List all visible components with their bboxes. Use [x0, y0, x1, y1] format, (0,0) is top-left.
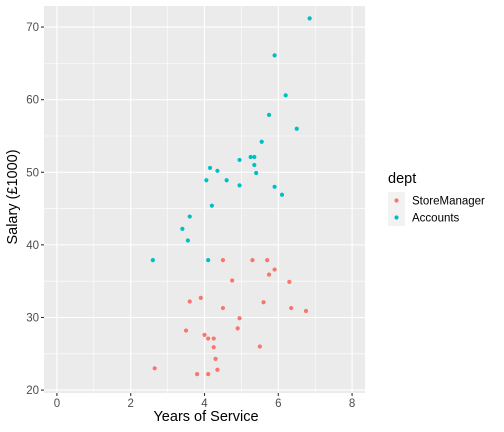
y-axis-title: Salary (£1000) [5, 149, 21, 244]
y-tick-label: 30 [26, 312, 39, 324]
point-accounts [207, 165, 213, 171]
point-storemanager [287, 279, 292, 285]
point-accounts [224, 178, 229, 183]
point-accounts [252, 162, 257, 168]
data-points [150, 16, 312, 377]
point-storemanager [220, 305, 226, 311]
legend: dept StoreManager Accounts [388, 171, 485, 226]
point-storemanager [213, 356, 218, 361]
point-accounts [237, 157, 242, 163]
legend-label-accounts: Accounts [412, 213, 460, 225]
point-accounts [283, 93, 288, 98]
y-tick-label: 20 [26, 385, 39, 397]
y-tick-label: 40 [26, 240, 39, 252]
point-storemanager [152, 366, 157, 371]
point-storemanager [206, 372, 211, 377]
point-accounts [254, 170, 259, 176]
legend-dot-storemanager [394, 198, 399, 203]
x-axis-title: Years of Service [153, 409, 258, 425]
point-storemanager [272, 267, 277, 272]
point-accounts [294, 126, 299, 131]
legend-dot-accounts [394, 215, 399, 220]
point-accounts [266, 112, 272, 118]
x-tick-label: 6 [275, 398, 281, 410]
point-accounts [259, 139, 264, 144]
point-storemanager [230, 278, 235, 283]
y-tick-label: 70 [26, 22, 39, 34]
y-tick-label: 50 [26, 167, 39, 179]
point-storemanager [220, 258, 226, 263]
point-storemanager [187, 299, 192, 304]
point-storemanager [211, 345, 216, 350]
x-tick-label: 4 [201, 398, 208, 410]
point-accounts [209, 203, 214, 208]
point-storemanager [183, 328, 189, 333]
point-accounts [187, 214, 192, 219]
point-accounts [252, 154, 257, 160]
point-accounts [248, 154, 253, 160]
point-accounts [150, 258, 155, 263]
y-tick-label: 60 [26, 95, 39, 107]
point-accounts [272, 184, 277, 189]
point-storemanager [266, 272, 272, 277]
point-storemanager [250, 258, 255, 263]
x-axis-ticks: 0 2 4 6 8 [54, 393, 355, 410]
x-tick-label: 8 [349, 398, 355, 410]
x-tick-label: 0 [54, 398, 60, 410]
point-storemanager [235, 326, 240, 331]
major-gridlines [44, 6, 365, 393]
point-accounts [206, 258, 211, 263]
point-accounts [180, 226, 185, 232]
point-storemanager [198, 295, 203, 300]
y-axis-ticks: 20 30 40 50 60 70 [26, 22, 44, 397]
point-storemanager [261, 300, 266, 305]
point-storemanager [257, 344, 262, 349]
point-accounts [215, 168, 220, 173]
point-storemanager [265, 258, 270, 263]
point-accounts [307, 16, 312, 21]
point-storemanager [206, 336, 211, 341]
point-accounts [237, 183, 242, 188]
point-storemanager [303, 308, 309, 314]
point-storemanager [195, 372, 200, 377]
point-storemanager [211, 336, 216, 341]
point-storemanager [215, 367, 220, 372]
point-accounts [185, 238, 190, 243]
x-tick-label: 2 [128, 398, 134, 410]
legend-label-storemanager: StoreManager [412, 196, 485, 208]
point-storemanager [237, 316, 242, 321]
point-accounts [204, 178, 209, 183]
legend-title: dept [388, 171, 416, 187]
point-accounts [279, 192, 285, 197]
point-storemanager [202, 332, 207, 338]
point-accounts [272, 53, 277, 58]
point-storemanager [289, 305, 294, 311]
